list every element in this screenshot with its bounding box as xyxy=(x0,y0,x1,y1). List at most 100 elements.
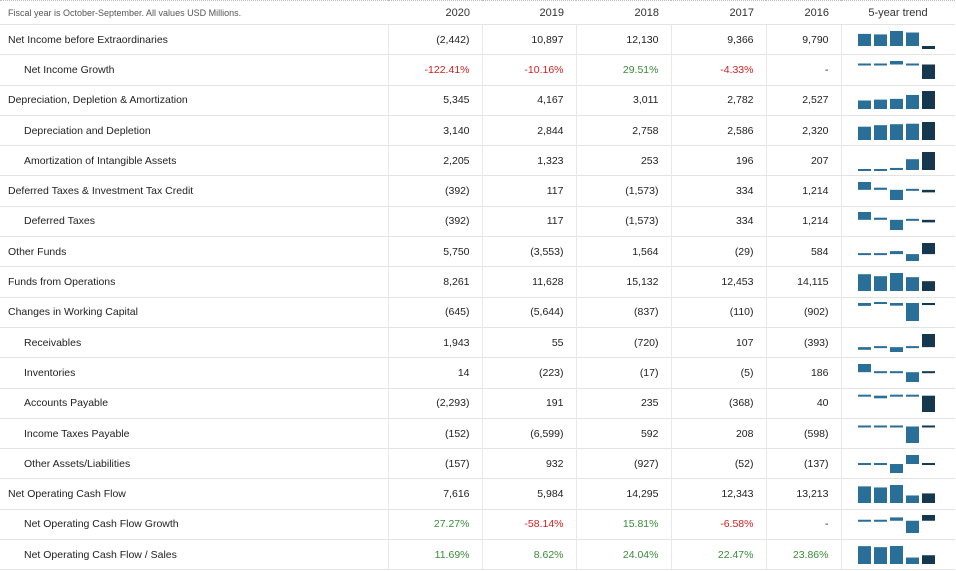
trend-bar xyxy=(906,123,920,140)
trend-bar xyxy=(874,546,888,564)
value-cell-2017: (110) xyxy=(670,296,766,328)
trend-chart xyxy=(858,333,936,352)
value-cell-2019: 117 xyxy=(481,205,576,237)
trend-bar xyxy=(906,521,920,534)
trend-cell xyxy=(840,114,955,146)
value-cell-2019: (3,553) xyxy=(481,236,576,267)
trend-bar xyxy=(890,250,904,254)
table-row: Net Operating Cash Flow Growth 27.27% -58.… xyxy=(0,508,955,540)
value-cell-2020: 5,345 xyxy=(387,84,482,116)
value-cell-2019: 55 xyxy=(481,326,576,358)
trend-bar xyxy=(922,333,936,347)
trend-bar xyxy=(890,60,904,65)
trend-cell xyxy=(840,23,955,55)
value-cell-2020: 14 xyxy=(387,357,482,389)
value-cell-2016: 1,214 xyxy=(765,175,841,207)
value-cell-2019: 117 xyxy=(481,175,576,207)
table-row: Depreciation, Depletion & Amortization 5,… xyxy=(0,84,955,116)
trend-cell xyxy=(840,326,955,358)
table-row: Changes in Working Capital (645) (5,644) (8… xyxy=(0,296,955,328)
trend-bar xyxy=(874,302,888,305)
trend-bar xyxy=(890,371,904,374)
trend-bar xyxy=(906,303,920,322)
value-cell-2016: 207 xyxy=(765,145,841,176)
trend-bar xyxy=(906,425,920,443)
trend-bar xyxy=(890,189,904,201)
trend-bar xyxy=(906,32,920,46)
row-label: Income Taxes Payable xyxy=(0,417,388,449)
trend-chart xyxy=(858,485,936,504)
value-cell-2019: 932 xyxy=(481,448,576,479)
value-cell-2018: 253 xyxy=(575,145,671,176)
trend-bar xyxy=(890,220,904,231)
trend-bar xyxy=(922,189,936,193)
trend-bar xyxy=(858,363,872,373)
trend-bar xyxy=(906,63,920,66)
trend-bar xyxy=(858,346,872,350)
trend-chart xyxy=(858,363,936,382)
trend-bar xyxy=(858,303,872,307)
trend-cell xyxy=(840,54,955,86)
value-cell-2019: -10.16% xyxy=(481,54,576,86)
value-cell-2020: 8,261 xyxy=(387,266,482,298)
trend-bar xyxy=(890,485,904,504)
trend-bar xyxy=(890,394,904,397)
trend-bar xyxy=(906,345,920,348)
trend-cell xyxy=(840,145,955,176)
row-label: Depreciation and Depletion xyxy=(0,114,388,146)
value-cell-2017: -6.58% xyxy=(670,508,766,540)
trend-bar xyxy=(890,303,904,306)
trend-chart xyxy=(858,151,936,171)
table-row: Funds from Operations 8,261 11,628 15,132 12… xyxy=(0,266,955,298)
trend-bar xyxy=(874,424,888,427)
row-label: Changes in Working Capital xyxy=(0,296,388,328)
trend-cell xyxy=(840,448,955,479)
trend-bar xyxy=(906,253,920,261)
row-label: Accounts Payable xyxy=(0,387,388,419)
trend-bar xyxy=(874,371,888,374)
table-row: Other Assets/Liabilities (157) 932 (927) (52… xyxy=(0,448,955,479)
value-cell-2018: 2,758 xyxy=(575,114,671,146)
value-cell-2016: (393) xyxy=(765,326,841,358)
trend-chart xyxy=(858,242,936,261)
trend-bar xyxy=(906,95,920,110)
value-cell-2017: 12,343 xyxy=(670,478,766,510)
value-cell-2016: 13,213 xyxy=(765,478,841,510)
value-cell-2016: 1,214 xyxy=(765,205,841,237)
table-row: Amortization of Intangible Assets 2,205 1,… xyxy=(0,145,955,176)
row-label: Net Operating Cash Flow Growth xyxy=(0,508,388,540)
value-cell-2020: 11.69% xyxy=(387,539,482,571)
trend-bar xyxy=(874,124,888,140)
trend-chart xyxy=(858,182,936,201)
trend-bar xyxy=(922,151,936,170)
trend-chart xyxy=(858,515,936,534)
trend-bar xyxy=(906,454,920,464)
trend-bar xyxy=(858,168,872,171)
trend-bar xyxy=(874,218,888,221)
value-cell-2016: 186 xyxy=(765,357,841,389)
trend-bar xyxy=(906,159,920,170)
value-cell-2019: 4,167 xyxy=(481,84,576,116)
value-cell-2017: 208 xyxy=(670,417,766,449)
year-header-2020: 2020 xyxy=(388,0,482,25)
trend-bar xyxy=(906,219,920,222)
value-cell-2020: (392) xyxy=(387,205,482,237)
trend-chart xyxy=(858,394,936,413)
trend-bar xyxy=(858,212,872,221)
trend-bar xyxy=(858,182,872,190)
value-cell-2017: -4.33% xyxy=(670,54,766,86)
trend-cell xyxy=(840,84,955,116)
table-body: Net Income before Extraordinaries (2,442)… xyxy=(0,23,955,571)
trend-bar xyxy=(906,557,920,564)
value-cell-2018: 235 xyxy=(575,387,671,419)
value-cell-2020: (2,442) xyxy=(387,23,482,55)
row-label: Receivables xyxy=(0,326,388,358)
trend-cell xyxy=(840,357,955,389)
row-label: Net Income before Extraordinaries xyxy=(0,23,388,55)
trend-bar xyxy=(922,424,936,427)
table-row: Net Income Growth -122.41% -10.16% 29.51% -4… xyxy=(0,54,955,86)
value-cell-2018: (1,573) xyxy=(575,175,671,207)
value-cell-2020: 2,205 xyxy=(387,145,482,176)
table-row: Income Taxes Payable (152) (6,599) 592 208 (5… xyxy=(0,417,955,449)
value-cell-2017: 2,782 xyxy=(670,84,766,116)
